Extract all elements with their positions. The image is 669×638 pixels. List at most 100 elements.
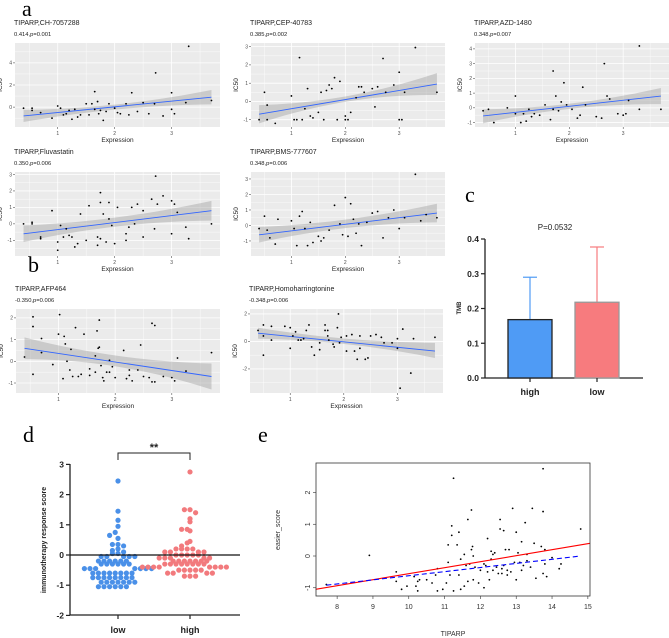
data-point (418, 578, 421, 581)
regression-line (23, 210, 212, 235)
data-point (108, 201, 110, 204)
data-point (483, 586, 485, 589)
x-tick-label: 2 (113, 260, 116, 266)
y-tick-label: 2 (10, 316, 13, 322)
data-point (170, 108, 173, 111)
data-point (170, 199, 173, 202)
data-point (563, 81, 565, 84)
data-point (56, 105, 59, 107)
data-point (73, 246, 76, 248)
data-point (39, 236, 42, 238)
data-point (530, 115, 533, 118)
data-point (396, 347, 399, 350)
data-point (538, 114, 541, 117)
confidence-band (259, 73, 437, 124)
y-axis-label: easier_score (275, 510, 282, 550)
bar-high (507, 318, 553, 379)
data-point (571, 108, 573, 111)
data-point (290, 219, 293, 222)
data-point (303, 107, 306, 110)
y-tick-label: 1 (59, 520, 64, 530)
confidence-band (259, 203, 437, 243)
data-point (263, 91, 266, 94)
y-tick-label: 2 (9, 189, 12, 195)
plot-title: TIPARP,AZD-1480 (474, 20, 532, 27)
x-axis-label: Expression (101, 137, 134, 144)
data-point (93, 90, 96, 93)
data-point (376, 210, 379, 213)
data-point (356, 358, 359, 361)
dot-high (207, 564, 213, 570)
dot-high (173, 546, 179, 552)
data-point (68, 109, 70, 112)
panel-label-d: d (23, 422, 34, 447)
data-point (486, 537, 489, 540)
dot-low (112, 529, 118, 535)
data-point (320, 240, 322, 242)
data-point (479, 569, 482, 572)
y-tick-label: 0 (10, 359, 13, 365)
x-tick-label: 1 (290, 131, 293, 137)
data-point (116, 206, 119, 209)
y-axis-label: IC50 (457, 78, 464, 92)
plot-title: TIPARP,BMS-777607 (250, 149, 317, 156)
plot-subtitle: 0.385,p=0.002 (250, 32, 287, 38)
data-point (93, 108, 96, 111)
y-tick-label: -1 (8, 238, 13, 244)
y-axis-label: IC50 (0, 207, 4, 221)
data-point (487, 108, 490, 111)
data-point (542, 467, 544, 470)
plot-subtitle: -0.350,p=0.006 (15, 298, 54, 304)
dot-low (112, 575, 118, 581)
data-point (59, 224, 62, 227)
data-point (63, 335, 66, 338)
data-point (108, 371, 111, 374)
data-point (436, 590, 439, 592)
data-point (317, 235, 320, 238)
data-point (147, 112, 150, 115)
data-point (452, 477, 455, 480)
y-tick-label: -1 (244, 239, 249, 245)
regression-line (259, 212, 437, 236)
data-point (355, 232, 357, 235)
data-point (128, 369, 131, 371)
dot-low (126, 579, 132, 585)
dot-low (107, 584, 113, 590)
data-point (434, 574, 437, 576)
x-tick-label: low (111, 625, 127, 635)
x-tick-label: 3 (396, 397, 399, 403)
data-point (328, 229, 331, 232)
dot-high (212, 564, 218, 570)
data-point (499, 518, 501, 521)
data-point (347, 118, 349, 121)
data-point (384, 91, 387, 94)
data-point (114, 376, 117, 379)
data-point (79, 113, 82, 116)
x-tick-label: 1 (56, 260, 59, 266)
data-point (293, 118, 296, 121)
dot-low (104, 579, 110, 585)
data-point (337, 313, 340, 315)
y-tick-label: -1 (9, 381, 14, 387)
dot-low (126, 561, 132, 567)
y-tick-label: 4 (469, 47, 472, 53)
data-point (595, 115, 598, 118)
y-tick-label: 3 (245, 44, 248, 50)
data-point (71, 236, 73, 238)
data-point (459, 558, 462, 561)
data-point (409, 372, 412, 374)
x-axis-label: Expression (330, 403, 363, 410)
data-point (513, 561, 516, 564)
data-point (543, 548, 546, 551)
data-point (581, 86, 584, 89)
data-point (392, 84, 395, 86)
data-point (274, 122, 277, 125)
data-point (298, 215, 301, 218)
data-point (508, 548, 510, 551)
data-point (99, 237, 102, 240)
dot-low (123, 575, 129, 581)
regression-line (24, 347, 212, 377)
bar-low (574, 301, 620, 379)
y-axis-label: IC50 (233, 78, 240, 92)
